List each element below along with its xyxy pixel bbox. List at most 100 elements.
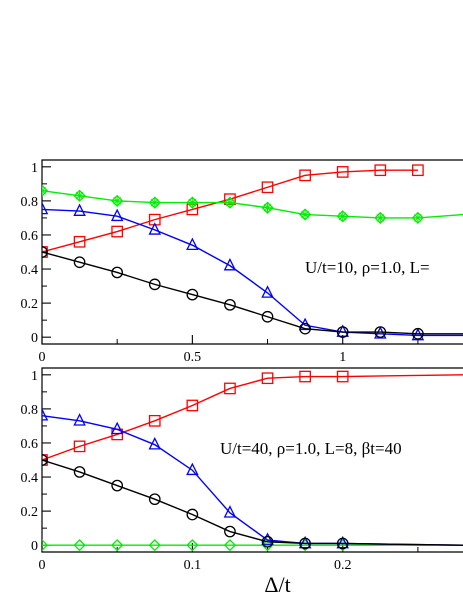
y-tick-label: 0.6: [21, 437, 39, 452]
data-point-cross: [149, 197, 160, 208]
data-point: [412, 164, 424, 177]
data-point: [261, 539, 274, 552]
y-tick-label: 0.8: [21, 403, 39, 418]
data-point: [42, 246, 48, 258]
data-point: [148, 414, 161, 427]
data-point: [186, 462, 199, 476]
data-point: [148, 437, 162, 450]
series-2: [42, 408, 463, 549]
series-line: [42, 374, 463, 461]
y-tick-label: 0.8: [21, 195, 39, 210]
data-point: [73, 413, 86, 426]
plot-area: [42, 164, 463, 341]
x-tick-label: 0.5: [184, 350, 202, 365]
annotation: U/t=40, ρ=1.0, L=8, βt=40: [220, 439, 402, 458]
bottom-panel: 0 0.2 0.4 0.6 0.8 1 0 0.1 0.2 U/t=40, ρ=1.0, L=8,…: [21, 367, 463, 597]
data-point: [73, 539, 86, 552]
data-point: [224, 525, 236, 538]
data-point: [73, 440, 86, 453]
data-point: [336, 326, 349, 338]
data-point: [73, 256, 86, 269]
data-point: [261, 310, 274, 323]
series-3: [42, 246, 463, 340]
data-point-cross: [299, 209, 311, 220]
y-tick-label: 0: [31, 539, 38, 554]
data-point: [42, 454, 48, 466]
data-point: [148, 278, 161, 291]
data-point: [223, 505, 237, 518]
data-point-cross: [111, 195, 123, 207]
data-point: [148, 222, 162, 235]
series-0: [42, 164, 424, 258]
data-point: [336, 166, 349, 178]
top-panel: 0 0.2 0.4 0.6 0.8 1 0 0.5 1 U/t=10, ρ=1.0, L=: [21, 159, 463, 365]
data-point: [298, 535, 312, 549]
y-tick-label: 1: [31, 161, 38, 176]
data-point: [186, 288, 199, 301]
data-point: [148, 493, 161, 506]
series-line: [42, 169, 418, 253]
y-tick-label: 0.6: [21, 229, 39, 244]
data-point: [374, 164, 387, 177]
series-2: [42, 201, 463, 341]
x-tick-label: 0.2: [334, 558, 352, 573]
data-point: [411, 327, 425, 341]
series-1: [42, 184, 463, 225]
series-3: [42, 454, 463, 550]
data-point: [186, 399, 199, 412]
data-point: [299, 169, 311, 182]
data-point: [223, 257, 237, 271]
data-point-cross: [337, 211, 348, 222]
data-point-cross: [375, 212, 386, 224]
series-line: [42, 251, 463, 335]
data-point-cross: [412, 212, 424, 224]
data-point: [336, 535, 349, 549]
data-point: [261, 285, 274, 298]
data-point: [299, 370, 311, 383]
x-axis-label: Δ/t: [264, 572, 290, 597]
data-point: [42, 539, 49, 552]
data-point: [148, 539, 161, 552]
plot-frame: [41, 367, 463, 553]
series-line: [42, 415, 463, 546]
data-point: [224, 382, 236, 395]
series-line: [42, 459, 463, 546]
y-tick-label: 0.2: [21, 505, 39, 520]
data-point: [111, 479, 124, 492]
data-point: [261, 372, 274, 385]
series-line: [42, 189, 463, 219]
plot-area: [42, 370, 463, 552]
data-point: [261, 535, 274, 548]
data-point: [224, 298, 236, 311]
data-point: [336, 370, 349, 383]
x-tick-label: 0.1: [184, 558, 202, 573]
data-point: [336, 324, 349, 337]
data-point: [412, 327, 424, 340]
data-point: [42, 201, 49, 215]
series-1: [42, 539, 463, 552]
data-point-cross: [224, 197, 236, 208]
data-point: [111, 225, 124, 238]
y-tick-label: 0.4: [21, 263, 39, 278]
plot-frame: [41, 159, 463, 345]
y-tick-label: 0.2: [21, 297, 39, 312]
data-point: [42, 408, 49, 421]
series-line: [42, 208, 463, 337]
data-point: [73, 235, 86, 248]
data-point: [374, 326, 387, 338]
data-point: [186, 539, 199, 552]
data-point: [186, 237, 199, 251]
data-point: [261, 532, 274, 545]
data-point: [73, 203, 86, 216]
data-point: [186, 508, 199, 521]
data-point: [299, 322, 311, 335]
data-point: [261, 181, 274, 194]
x-tick-label: 0: [39, 350, 46, 365]
data-point-cross: [42, 185, 48, 196]
data-point: [223, 539, 237, 552]
data-point: [111, 266, 124, 279]
data-point: [42, 184, 49, 197]
data-point: [299, 537, 311, 550]
data-point: [110, 421, 124, 435]
data-point-cross: [74, 190, 85, 201]
